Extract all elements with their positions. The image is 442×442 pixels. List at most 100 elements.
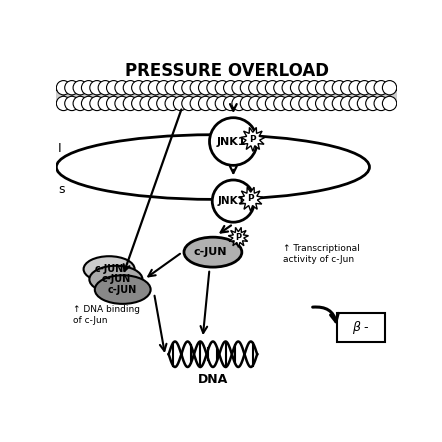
Circle shape [115,80,129,95]
Ellipse shape [95,275,151,304]
Circle shape [165,96,179,110]
Text: JNK1: JNK1 [217,196,245,206]
Circle shape [374,96,389,110]
Circle shape [324,96,338,110]
Text: c-JUN: c-JUN [108,285,137,294]
Circle shape [140,80,154,95]
Circle shape [107,80,121,95]
Circle shape [215,96,229,110]
Circle shape [349,96,363,110]
Bar [57,90,397,101]
Circle shape [307,80,321,95]
Circle shape [140,96,154,110]
Circle shape [249,80,263,95]
Circle shape [115,96,129,110]
Circle shape [149,80,163,95]
Circle shape [232,96,246,110]
Circle shape [198,80,213,95]
Polygon shape [241,127,265,152]
Circle shape [265,96,280,110]
Text: PRESSURE OVERLOAD: PRESSURE OVERLOAD [125,61,328,80]
Text: s: s [58,183,65,196]
Circle shape [382,96,397,110]
Circle shape [274,96,288,110]
Circle shape [182,96,196,110]
Circle shape [123,96,137,110]
Circle shape [274,80,288,95]
Circle shape [132,80,146,95]
Circle shape [98,80,112,95]
Circle shape [374,80,389,95]
Circle shape [341,96,355,110]
Circle shape [282,80,297,95]
FancyBboxPatch shape [337,313,385,342]
Circle shape [173,80,188,95]
Ellipse shape [184,237,242,267]
Circle shape [207,96,221,110]
Circle shape [257,96,271,110]
Circle shape [224,80,238,95]
Circle shape [240,96,255,110]
Circle shape [307,96,321,110]
Circle shape [98,96,112,110]
Circle shape [290,80,305,95]
Text: DNA: DNA [198,373,228,386]
Text: c-JUN: c-JUN [193,247,227,257]
Circle shape [81,80,96,95]
Circle shape [149,96,163,110]
Text: I: I [58,142,62,155]
Circle shape [65,96,79,110]
Text: P: P [248,194,254,203]
Circle shape [366,96,380,110]
Text: ↑ Transcriptional
activity of c-Jun: ↑ Transcriptional activity of c-Jun [283,244,359,263]
Circle shape [73,96,88,110]
Polygon shape [228,227,248,248]
Circle shape [173,96,188,110]
Ellipse shape [89,266,142,293]
Text: P: P [235,232,241,242]
Circle shape [249,96,263,110]
Circle shape [207,80,221,95]
Circle shape [215,80,229,95]
Circle shape [299,80,313,95]
Circle shape [57,80,71,95]
Ellipse shape [84,256,135,282]
Circle shape [316,96,330,110]
Circle shape [90,96,104,110]
Circle shape [182,80,196,95]
Circle shape [324,80,338,95]
Circle shape [349,80,363,95]
Circle shape [382,80,397,95]
Circle shape [190,96,204,110]
Circle shape [265,80,280,95]
Text: ↑ DNA binding
of c-Jun: ↑ DNA binding of c-Jun [73,305,141,325]
Circle shape [65,80,79,95]
Circle shape [57,96,71,110]
Text: $\beta$ -: $\beta$ - [352,320,370,336]
Text: JNK1: JNK1 [216,137,246,147]
Circle shape [299,96,313,110]
Circle shape [224,96,238,110]
Circle shape [357,96,372,110]
Circle shape [366,80,380,95]
Text: P: P [250,135,256,144]
Circle shape [198,96,213,110]
Circle shape [257,80,271,95]
Circle shape [156,96,171,110]
Circle shape [190,80,204,95]
Circle shape [290,96,305,110]
Circle shape [232,80,246,95]
Circle shape [107,96,121,110]
Circle shape [357,80,372,95]
Circle shape [90,80,104,95]
Circle shape [132,96,146,110]
Circle shape [341,80,355,95]
Text: c-JUN: c-JUN [95,264,124,274]
Circle shape [73,80,88,95]
Circle shape [81,96,96,110]
Circle shape [316,80,330,95]
Circle shape [332,80,347,95]
Circle shape [165,80,179,95]
Circle shape [332,96,347,110]
Text: c-JUN: c-JUN [101,274,130,284]
